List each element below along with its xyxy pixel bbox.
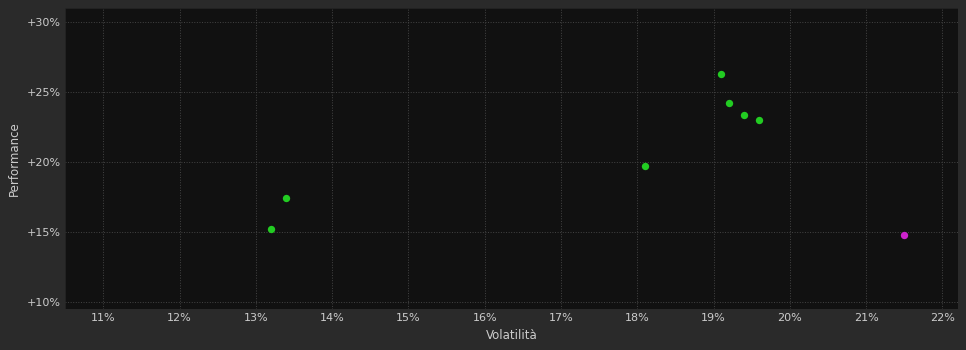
Point	[714, 71, 729, 77]
Y-axis label: Performance: Performance	[9, 121, 21, 196]
Point	[896, 232, 912, 238]
Point	[752, 117, 767, 123]
X-axis label: Volatilità: Volatilità	[486, 329, 537, 342]
Point	[721, 100, 736, 106]
Point	[278, 196, 294, 201]
Point	[264, 226, 279, 232]
Point	[736, 112, 752, 117]
Point	[638, 163, 653, 169]
